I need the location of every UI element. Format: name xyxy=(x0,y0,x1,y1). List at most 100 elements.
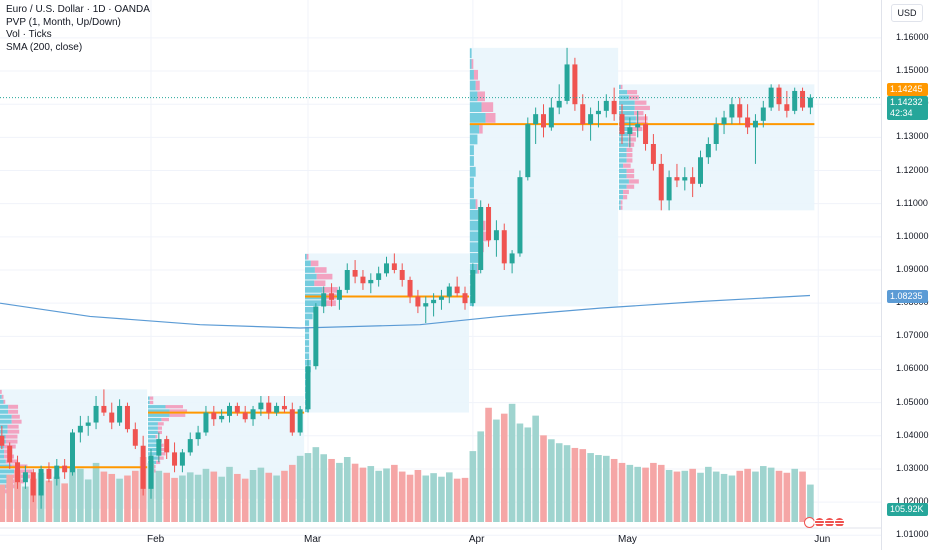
candle xyxy=(486,203,492,247)
volume-bar xyxy=(775,470,783,522)
profile-bar-up xyxy=(148,439,158,443)
volume-bar xyxy=(383,468,390,522)
candle xyxy=(721,110,727,135)
legend-pvp[interactable]: PVP (1, Month, Up/Down) xyxy=(6,16,121,28)
candle xyxy=(258,396,264,416)
volume-bar xyxy=(610,458,618,522)
candle-body xyxy=(195,432,201,440)
volume-bar xyxy=(336,462,343,522)
legend-symbol[interactable]: Euro / U.S. Dollar · 1D · OANDA xyxy=(6,4,150,15)
candle-body xyxy=(580,104,586,125)
legend-sma[interactable]: SMA (200, close) xyxy=(6,41,83,53)
volume-bar xyxy=(563,445,571,522)
volume-bar xyxy=(116,478,123,522)
candle-body xyxy=(62,465,68,473)
time-tick-label: May xyxy=(618,534,637,545)
candle-body xyxy=(658,163,664,201)
candle xyxy=(179,449,185,473)
candle-body xyxy=(15,462,21,483)
candle xyxy=(211,405,217,426)
volume-bar xyxy=(84,479,92,522)
candle xyxy=(132,422,138,450)
profile-bar-down xyxy=(157,456,164,460)
candle-body xyxy=(595,110,601,115)
profile-bar-up xyxy=(469,242,480,253)
candle-body xyxy=(0,435,5,446)
profile-bar-up xyxy=(619,163,624,168)
candle-body xyxy=(384,263,389,274)
volume-bar xyxy=(665,470,673,522)
candle-body xyxy=(737,104,743,118)
candle-body xyxy=(509,253,515,264)
volume-bar xyxy=(485,407,492,522)
profile-bar-up xyxy=(0,449,5,454)
candle xyxy=(800,87,806,111)
price-tick-label: 1.03000 xyxy=(896,462,929,473)
price-tick-label: 1.10000 xyxy=(896,230,929,241)
candle xyxy=(313,303,319,370)
currency-button[interactable]: USD xyxy=(891,4,923,22)
volume-bar xyxy=(744,468,751,522)
candle-body xyxy=(682,177,688,181)
volume-bar xyxy=(289,464,296,522)
profile-bar-up xyxy=(148,447,160,452)
volume-bar xyxy=(281,470,288,522)
profile-bar-down xyxy=(169,409,188,413)
volume-bar xyxy=(548,439,555,522)
candle xyxy=(376,266,382,287)
profile-bar-up xyxy=(305,280,315,287)
profile-bar-down xyxy=(628,132,636,137)
profile-bar-up xyxy=(469,209,479,220)
volume-bar xyxy=(6,474,13,522)
volume-bar xyxy=(446,472,453,522)
legend-volume[interactable]: Vol · Ticks xyxy=(6,29,52,40)
candle-body xyxy=(117,405,123,423)
volume-bar xyxy=(642,467,649,522)
candle-body xyxy=(603,100,609,111)
candle-body xyxy=(148,455,154,489)
candle xyxy=(281,396,287,413)
candle-body xyxy=(7,445,13,463)
price-tick-label: 1.16000 xyxy=(896,31,929,42)
candle-body xyxy=(438,296,444,300)
candle-body xyxy=(486,207,492,241)
candle-body xyxy=(572,64,578,105)
candle-body xyxy=(501,230,507,264)
volume-bar xyxy=(508,403,516,522)
profile-bar-up xyxy=(305,313,313,320)
us-flag-icon[interactable] xyxy=(834,517,845,528)
volume-bar xyxy=(540,435,547,522)
candle xyxy=(62,459,68,479)
candle-body xyxy=(54,465,60,479)
candle xyxy=(156,432,162,463)
profile-bar-down xyxy=(620,205,623,210)
profile-bar-up xyxy=(0,454,5,459)
candle xyxy=(203,405,209,436)
candle xyxy=(242,405,248,423)
profile-bar-up xyxy=(469,188,474,199)
volume-bar xyxy=(712,471,720,522)
volume-bar xyxy=(304,453,312,522)
volume-bar xyxy=(414,470,422,522)
profile-bar-up xyxy=(0,429,8,434)
profile-bar-down xyxy=(11,414,20,419)
profile-bar-up xyxy=(148,426,158,430)
volume-profile-ranges xyxy=(0,47,815,509)
candle-body xyxy=(407,279,413,297)
profile-bar-up xyxy=(305,353,310,360)
candle-body xyxy=(588,114,594,125)
volume-bar xyxy=(791,468,798,522)
profile-bar-down xyxy=(149,400,154,405)
volume-bar xyxy=(406,474,414,522)
candle-body xyxy=(635,124,641,128)
candle-body xyxy=(250,409,256,420)
profile-bar-up xyxy=(619,142,629,147)
volume-bar xyxy=(760,466,767,522)
profile-bar-up xyxy=(469,166,476,177)
candle xyxy=(289,402,295,436)
candle-body xyxy=(352,270,358,277)
last-price-tag: 1.14232 42:34 xyxy=(887,95,928,120)
profile-bar-down xyxy=(626,184,635,189)
profile-bar-down xyxy=(626,158,633,163)
